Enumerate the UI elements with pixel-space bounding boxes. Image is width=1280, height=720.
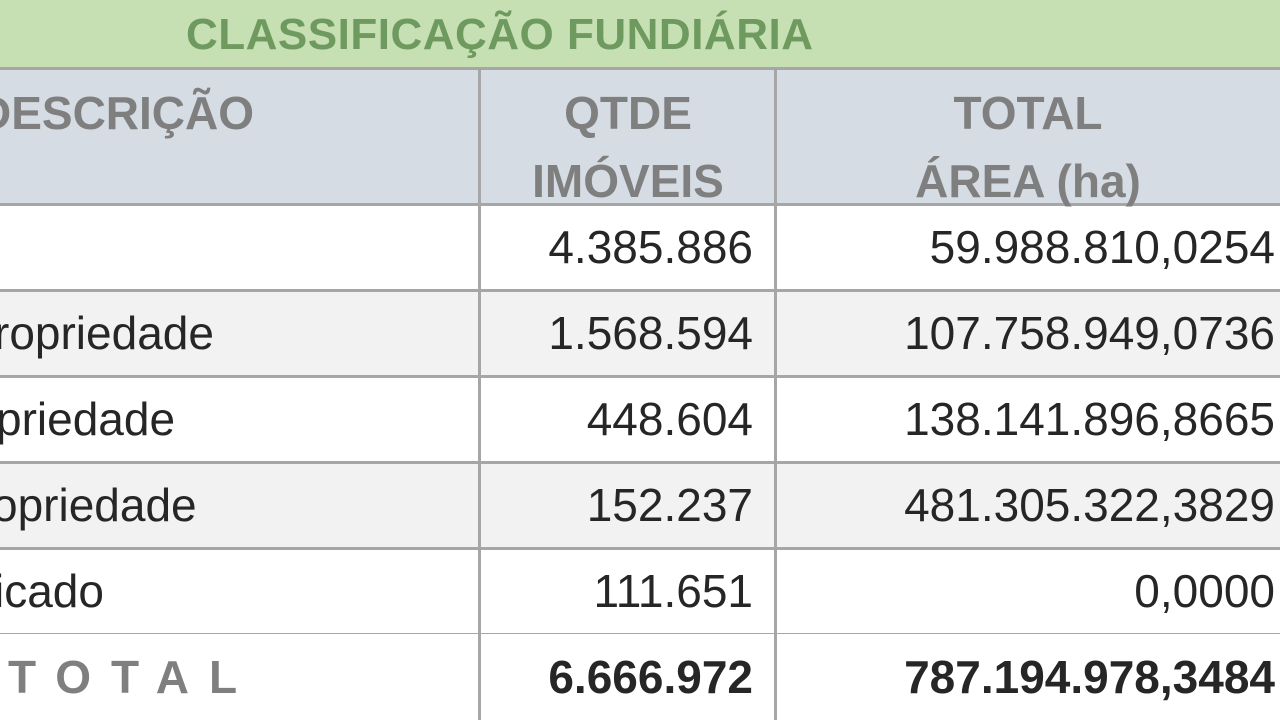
cell-area: 0,0000 xyxy=(1134,565,1275,617)
cell-area: 138.141.896,8665 xyxy=(904,393,1275,445)
cell-qtde: 448.604 xyxy=(586,393,753,445)
table-title: CLASSIFICAÇÃO FUNDIÁRIA xyxy=(186,10,814,59)
header-descricao: DESCRIÇÃO xyxy=(0,70,480,203)
cell-descricao-text: priedade xyxy=(0,393,176,445)
cell-descricao-text: opriedade xyxy=(0,479,197,531)
header-qtde-line2: IMÓVEIS xyxy=(532,155,724,207)
cell-qtde: 111.651 xyxy=(593,565,753,617)
table-row: opriedade 152.237 481.305.322,3829 xyxy=(0,464,1280,550)
cell-area: 59.988.810,0254 xyxy=(929,221,1275,273)
total-area: 787.194.978,3484 xyxy=(904,651,1275,703)
header-qtde-line1: QTDE xyxy=(564,87,692,139)
cell-qtde: 4.385.886 xyxy=(548,221,753,273)
table-row: icado 111.651 0,0000 xyxy=(0,550,1280,636)
column-divider xyxy=(478,70,481,720)
total-row: TOTAL 6.666.972 787.194.978,3484 xyxy=(0,634,1280,720)
cell-qtde: 1.568.594 xyxy=(548,307,753,359)
header-total-line1: TOTAL xyxy=(953,87,1103,139)
total-qtde: 6.666.972 xyxy=(548,651,753,703)
table-row: 4.385.886 59.988.810,0254 xyxy=(0,206,1280,292)
cell-area: 107.758.949,0736 xyxy=(904,307,1275,359)
cell-descricao: opriedade xyxy=(0,464,478,547)
cell-descricao: ropriedade xyxy=(0,292,478,375)
cell-qtde: 152.237 xyxy=(586,479,753,531)
header-total-line2: ÁREA (ha) xyxy=(915,155,1141,207)
cell-descricao: icado xyxy=(0,550,478,633)
cell-descricao-text: icado xyxy=(0,565,104,617)
header-descricao-label: DESCRIÇÃO xyxy=(0,87,255,139)
table-title-bar: CLASSIFICAÇÃO FUNDIÁRIA xyxy=(0,0,1280,70)
header-total-area: TOTAL ÁREA (ha) xyxy=(776,70,1280,207)
cell-descricao: priedade xyxy=(0,378,478,461)
cell-descricao xyxy=(0,206,478,289)
header-row: DESCRIÇÃO QTDE IMÓVEIS TOTAL ÁREA (ha) xyxy=(0,70,1280,207)
total-label-text: TOTAL xyxy=(8,651,258,703)
table-row: ropriedade 1.568.594 107.758.949,0736 xyxy=(0,292,1280,378)
header-qtde-imoveis: QTDE IMÓVEIS xyxy=(480,70,776,207)
cell-area: 481.305.322,3829 xyxy=(904,479,1275,531)
cell-descricao-text: ropriedade xyxy=(0,307,214,359)
column-divider xyxy=(774,70,777,720)
table-row: priedade 448.604 138.141.896,8665 xyxy=(0,378,1280,464)
